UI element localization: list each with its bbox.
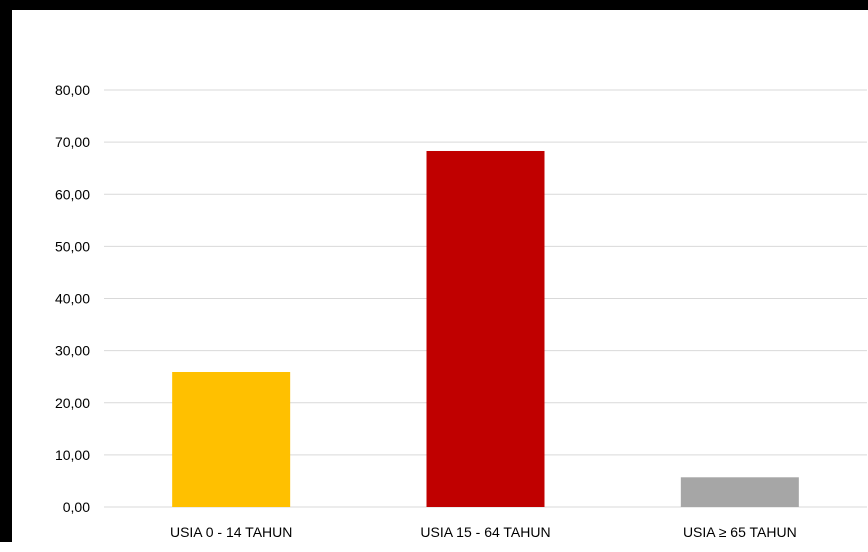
y-tick-label: 30,00 [55,343,90,359]
y-tick-label: 50,00 [55,238,90,254]
y-axis-ticks: 0,00 10,00 20,00 30,00 40,00 50,00 60,00 70,00 8… [55,82,90,515]
x-axis-ticks: USIA 0 - 14 TAHUN USIA 15 - 64 TAHUN USIA … [170,524,797,540]
y-tick-label: 60,00 [55,186,90,202]
bar [426,150,545,507]
y-tick-label: 10,00 [55,447,90,463]
x-tick-label: USIA 15 - 64 TAHUN [420,524,550,540]
bars [172,150,799,507]
x-tick-label: USIA 0 - 14 TAHUN [170,524,292,540]
bar-chart: 0,00 10,00 20,00 30,00 40,00 50,00 60,00 70,00 8… [55,82,867,540]
y-tick-label: 40,00 [55,291,90,307]
bar [680,477,799,507]
y-tick-label: 80,00 [55,82,90,98]
y-tick-label: 20,00 [55,395,90,411]
y-tick-label: 0,00 [63,499,90,515]
y-tick-label: 70,00 [55,134,90,150]
x-tick-label: USIA ≥ 65 TAHUN [683,524,797,540]
bar [172,371,291,507]
